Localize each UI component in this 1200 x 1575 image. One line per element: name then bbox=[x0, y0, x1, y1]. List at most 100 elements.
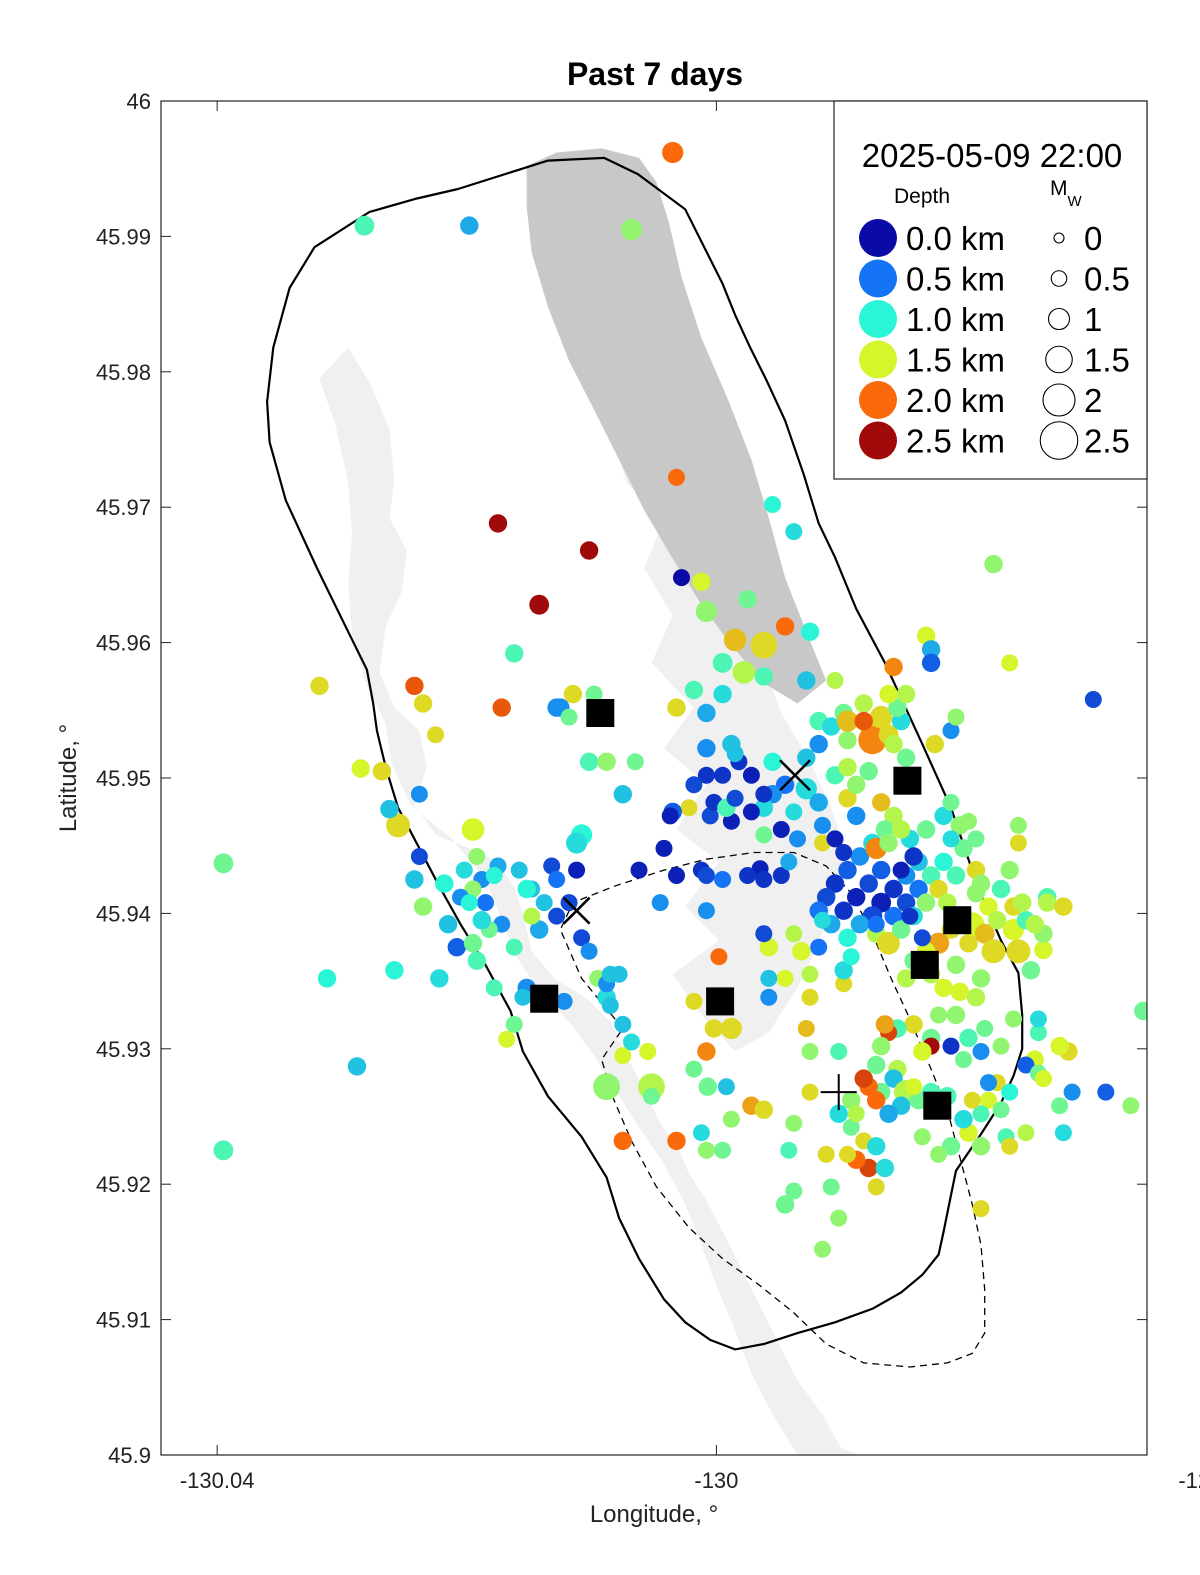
eruption-outline-dashed bbox=[559, 851, 986, 1368]
earthquake-point bbox=[614, 1047, 632, 1065]
legend-mw-circle bbox=[1053, 232, 1065, 244]
earthquake-point bbox=[410, 785, 428, 803]
earthquake-point bbox=[1034, 1070, 1052, 1088]
earthquake-point bbox=[884, 879, 903, 899]
earthquake-point bbox=[780, 853, 798, 871]
earthquake-point bbox=[814, 1240, 831, 1258]
earthquake-point bbox=[380, 799, 399, 819]
earthquake-point bbox=[992, 1037, 1010, 1055]
earthquake-point bbox=[697, 1042, 716, 1061]
earthquake-point bbox=[934, 978, 953, 998]
rift-zone-shading bbox=[526, 148, 827, 704]
earthquake-point bbox=[1009, 816, 1027, 834]
earthquake-point bbox=[614, 1015, 632, 1033]
earthquake-point bbox=[896, 893, 916, 912]
earthquake-point bbox=[891, 920, 911, 939]
earthquake-point bbox=[830, 1209, 848, 1227]
earthquake-point bbox=[613, 1131, 632, 1151]
legend-mw-subscript: W bbox=[1068, 193, 1083, 210]
earthquake-point bbox=[760, 988, 778, 1006]
earthquake-point bbox=[713, 684, 732, 704]
earthquake-point bbox=[800, 622, 820, 641]
earthquake-point bbox=[801, 965, 819, 983]
earthquake-point bbox=[1029, 1024, 1047, 1042]
earthquake-point bbox=[560, 708, 578, 726]
earthquake-point bbox=[685, 1060, 703, 1078]
station-square bbox=[706, 987, 735, 1016]
legend-timestamp: 2025-05-09 22:00 bbox=[862, 137, 1123, 174]
earthquake-point bbox=[904, 1015, 923, 1034]
earthquake-point bbox=[455, 861, 473, 879]
earthquake-point bbox=[867, 915, 885, 933]
earthquake-point bbox=[891, 820, 911, 839]
earthquake-point bbox=[585, 685, 603, 703]
earthquake-point bbox=[854, 711, 873, 731]
earthquake-point bbox=[372, 762, 392, 781]
earthquake-point bbox=[601, 965, 619, 983]
earthquake-point bbox=[838, 730, 857, 750]
earthquake-point bbox=[830, 1043, 848, 1060]
earthquake-point bbox=[896, 684, 916, 704]
station-markers bbox=[530, 699, 972, 1120]
earthquake-point bbox=[667, 698, 686, 717]
earthquake-point bbox=[835, 975, 853, 993]
legend-depth-label: 1.0 km bbox=[906, 301, 1005, 338]
earthquake-point bbox=[1005, 1010, 1022, 1028]
earthquake-point bbox=[981, 939, 1006, 964]
earthquake-point bbox=[988, 911, 1007, 930]
earthquake-point bbox=[710, 948, 728, 966]
legend-depth-swatch bbox=[859, 219, 897, 257]
earthquake-point bbox=[668, 867, 685, 884]
earthquake-point bbox=[822, 717, 841, 736]
earthquake-point bbox=[847, 806, 866, 826]
earthquake-point bbox=[785, 803, 803, 821]
earthquake-point bbox=[1051, 1097, 1069, 1115]
earthquake-point bbox=[838, 928, 857, 947]
earthquake-point bbox=[548, 871, 566, 888]
earthquake-point bbox=[929, 879, 948, 899]
earthquake-point bbox=[904, 847, 923, 866]
y-tick-label: 45.97 bbox=[96, 495, 151, 520]
earthquake-point bbox=[1001, 1137, 1019, 1155]
earthquake-point bbox=[905, 1078, 923, 1096]
earthquake-point bbox=[1054, 897, 1073, 916]
earthquake-point bbox=[991, 879, 1011, 899]
earthquake-point bbox=[317, 969, 337, 988]
earthquake-point bbox=[959, 1028, 978, 1048]
earthquake-point bbox=[825, 874, 845, 893]
earthquake-point bbox=[613, 785, 632, 804]
earthquake-point bbox=[916, 893, 936, 912]
earthquake-point bbox=[662, 141, 684, 164]
earthquake-point bbox=[896, 748, 916, 767]
earthquake-point bbox=[529, 594, 550, 615]
earthquake-point bbox=[797, 1020, 815, 1037]
legend-depth-swatch bbox=[859, 340, 897, 379]
earthquake-point bbox=[464, 880, 482, 898]
earthquake-point bbox=[834, 961, 853, 980]
earthquake-point bbox=[847, 888, 866, 907]
legend-mw-circle bbox=[1042, 383, 1076, 417]
earthquake-point bbox=[701, 807, 719, 825]
earthquake-point bbox=[772, 867, 790, 884]
earthquake-point bbox=[1084, 691, 1102, 708]
x-tick-label: -129.96 bbox=[1178, 1468, 1200, 1493]
earthquake-point bbox=[854, 694, 873, 713]
earthquake-point bbox=[835, 844, 853, 861]
earthquake-point bbox=[386, 813, 411, 838]
earthquake-point bbox=[1134, 1001, 1147, 1021]
earthquake-point bbox=[1001, 654, 1019, 672]
earthquake-point bbox=[460, 894, 478, 912]
earthquake-point bbox=[913, 1128, 931, 1146]
earthquake-point bbox=[492, 698, 511, 717]
earthquake-point bbox=[704, 1019, 724, 1038]
earthquake-point bbox=[801, 988, 819, 1006]
earthquake-point bbox=[667, 1131, 686, 1151]
earthquake-point bbox=[510, 861, 528, 879]
earthquake-point bbox=[822, 1178, 840, 1196]
earthquake-point bbox=[1013, 893, 1032, 912]
legend-depth-swatch bbox=[859, 421, 897, 460]
earthquake-point bbox=[826, 672, 844, 689]
earthquake-point bbox=[723, 628, 747, 652]
earthquake-point bbox=[834, 901, 853, 920]
earthquake-point bbox=[463, 934, 483, 953]
